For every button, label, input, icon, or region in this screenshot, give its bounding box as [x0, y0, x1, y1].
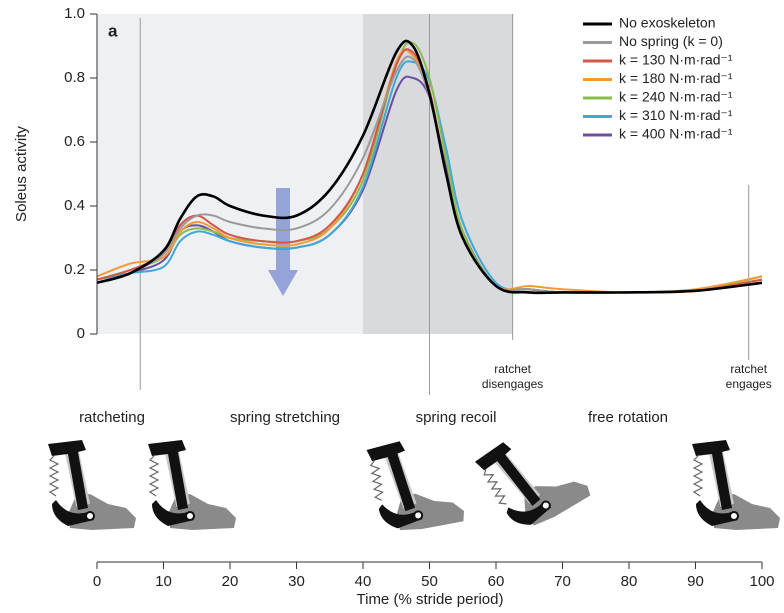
phase-label: spring stretching — [230, 409, 340, 426]
x-tick-label: 70 — [554, 573, 571, 590]
legend-label: k = 310 N·m·rad⁻¹ — [619, 107, 733, 123]
panel-label: a — [108, 21, 118, 40]
annotation: ratchet — [730, 362, 767, 376]
x-tick-label: 80 — [621, 573, 638, 590]
y-tick-label: 0.2 — [64, 261, 85, 278]
x-tick-label: 40 — [355, 573, 372, 590]
legend-label: k = 180 N·m·rad⁻¹ — [619, 70, 733, 86]
phase-label: ratcheting — [79, 409, 145, 426]
x-tick-label: 30 — [288, 573, 305, 590]
x-tick-label: 20 — [222, 573, 239, 590]
y-axis-title: Soleus activity — [13, 126, 30, 222]
exoskeleton-illustration — [147, 439, 237, 531]
y-tick-label: 0.4 — [64, 197, 85, 214]
exoskeleton-illustration — [364, 432, 467, 537]
exoskeleton-illustration — [472, 415, 595, 539]
annotation: disengages — [482, 377, 543, 391]
legend-label: k = 240 N·m·rad⁻¹ — [619, 89, 733, 105]
annotation: ratchet — [494, 362, 531, 376]
legend-label: k = 130 N·m·rad⁻¹ — [619, 52, 733, 68]
series-line — [96, 39, 763, 295]
y-tick-label: 0 — [77, 325, 85, 342]
phase-label: spring recoil — [416, 409, 497, 426]
shaded-phase — [97, 14, 363, 334]
exoskeleton-illustration — [47, 439, 137, 531]
x-tick-label: 10 — [155, 573, 172, 590]
exoskeleton-illustration — [691, 439, 781, 531]
y-tick-label: 0.6 — [64, 133, 85, 150]
x-axis-title: Time (% stride period) — [357, 591, 504, 608]
x-tick-label: 60 — [488, 573, 505, 590]
legend-label: No exoskeleton — [619, 15, 716, 31]
x-tick-label: 0 — [93, 573, 101, 590]
phase-label: free rotation — [588, 409, 668, 426]
legend-label: No spring (k = 0) — [619, 33, 723, 49]
legend-label: k = 400 N·m·rad⁻¹ — [619, 126, 733, 142]
annotation: engages — [726, 377, 772, 391]
x-tick-label: 50 — [421, 573, 438, 590]
y-tick-label: 0.8 — [64, 69, 85, 86]
x-tick-label: 100 — [749, 573, 774, 590]
y-tick-label: 1.0 — [64, 5, 85, 22]
shaded-phase — [363, 14, 513, 334]
x-tick-label: 90 — [687, 573, 704, 590]
